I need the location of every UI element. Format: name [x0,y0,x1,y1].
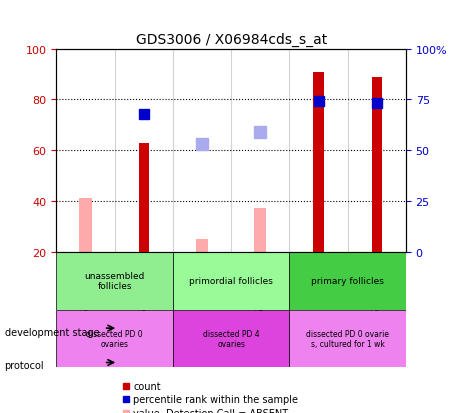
FancyBboxPatch shape [290,310,406,368]
Text: primary follicles: primary follicles [311,276,384,285]
Bar [313,72,324,252]
Bar [372,77,382,252]
FancyBboxPatch shape [56,310,173,368]
Bar [254,209,267,252]
Text: percentile rank within the sample: percentile rank within the sample [133,394,298,404]
Text: unassembled
follicles: unassembled follicles [84,271,145,290]
FancyBboxPatch shape [290,252,406,310]
Text: dissected PD 0
ovaries: dissected PD 0 ovaries [86,329,143,348]
Bar [196,239,208,252]
Text: value, Detection Call = ABSENT: value, Detection Call = ABSENT [133,408,288,413]
Title: GDS3006 / X06984cds_s_at: GDS3006 / X06984cds_s_at [135,33,327,47]
Bar [138,143,149,252]
Text: dissected PD 4
ovaries: dissected PD 4 ovaries [203,329,259,348]
FancyBboxPatch shape [173,310,290,368]
Text: primordial follicles: primordial follicles [189,276,273,285]
Text: protocol: protocol [5,361,44,370]
Bar [79,199,92,252]
Text: dissected PD 0 ovarie
s, cultured for 1 wk: dissected PD 0 ovarie s, cultured for 1 … [306,329,389,348]
Text: count: count [133,381,161,391]
Text: development stage: development stage [5,328,99,337]
FancyBboxPatch shape [56,252,173,310]
FancyBboxPatch shape [173,252,290,310]
